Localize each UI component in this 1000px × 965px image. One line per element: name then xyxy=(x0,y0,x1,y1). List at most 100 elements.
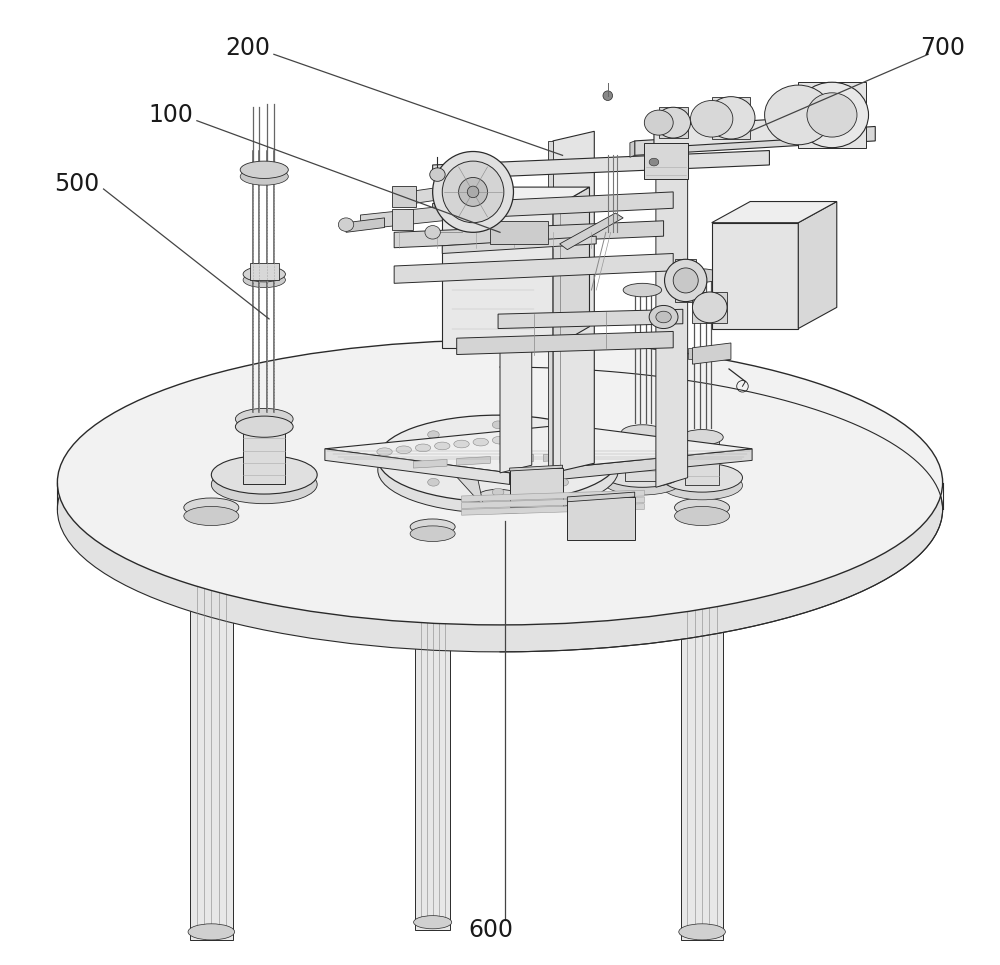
Ellipse shape xyxy=(656,107,691,138)
Polygon shape xyxy=(433,151,769,179)
Ellipse shape xyxy=(602,458,683,487)
Polygon shape xyxy=(635,126,875,155)
Ellipse shape xyxy=(467,186,479,198)
Ellipse shape xyxy=(795,82,869,148)
Text: 600: 600 xyxy=(468,918,513,942)
Ellipse shape xyxy=(621,425,664,440)
Bar xyxy=(392,186,416,207)
Polygon shape xyxy=(442,236,596,254)
Bar xyxy=(675,260,696,302)
Ellipse shape xyxy=(410,519,455,535)
Polygon shape xyxy=(433,192,673,220)
Ellipse shape xyxy=(492,436,508,444)
Ellipse shape xyxy=(430,168,445,181)
Ellipse shape xyxy=(473,438,488,446)
Ellipse shape xyxy=(683,269,721,283)
Ellipse shape xyxy=(649,158,659,166)
Ellipse shape xyxy=(649,306,678,328)
Ellipse shape xyxy=(188,924,235,940)
Ellipse shape xyxy=(807,93,857,137)
Ellipse shape xyxy=(602,466,683,495)
Bar xyxy=(681,508,723,940)
Polygon shape xyxy=(457,331,673,354)
Polygon shape xyxy=(442,187,589,208)
Text: 200: 200 xyxy=(225,36,270,60)
Ellipse shape xyxy=(673,268,698,293)
Polygon shape xyxy=(413,459,447,468)
Ellipse shape xyxy=(240,168,288,185)
Ellipse shape xyxy=(184,498,239,517)
Polygon shape xyxy=(688,347,692,359)
Ellipse shape xyxy=(377,448,392,455)
Ellipse shape xyxy=(435,442,450,450)
Ellipse shape xyxy=(442,161,504,223)
Polygon shape xyxy=(553,131,594,473)
Polygon shape xyxy=(510,449,752,484)
Ellipse shape xyxy=(396,446,411,454)
Polygon shape xyxy=(548,141,553,473)
Ellipse shape xyxy=(433,152,513,233)
Text: 500: 500 xyxy=(54,172,99,196)
Ellipse shape xyxy=(662,471,742,500)
Polygon shape xyxy=(462,490,644,502)
Bar xyxy=(510,468,563,507)
Polygon shape xyxy=(567,492,635,502)
Ellipse shape xyxy=(57,367,943,651)
Ellipse shape xyxy=(623,284,662,297)
Bar xyxy=(625,432,660,481)
Bar xyxy=(190,508,233,940)
Polygon shape xyxy=(498,310,683,328)
Ellipse shape xyxy=(765,85,832,145)
Bar xyxy=(477,458,519,497)
Polygon shape xyxy=(630,141,635,157)
Ellipse shape xyxy=(675,498,730,517)
Polygon shape xyxy=(325,425,752,473)
Ellipse shape xyxy=(410,526,455,541)
Ellipse shape xyxy=(477,489,519,505)
Bar xyxy=(490,221,548,244)
Bar xyxy=(567,497,635,540)
Bar xyxy=(392,209,413,231)
Polygon shape xyxy=(394,186,447,207)
Polygon shape xyxy=(394,254,673,284)
Ellipse shape xyxy=(692,292,727,322)
Polygon shape xyxy=(346,218,385,233)
Ellipse shape xyxy=(425,226,440,239)
Polygon shape xyxy=(692,343,731,364)
Ellipse shape xyxy=(57,340,943,625)
Bar xyxy=(798,82,866,148)
Ellipse shape xyxy=(644,110,673,135)
Polygon shape xyxy=(455,475,484,507)
Polygon shape xyxy=(325,449,510,484)
Ellipse shape xyxy=(479,452,517,465)
Ellipse shape xyxy=(414,916,452,929)
Polygon shape xyxy=(712,202,837,223)
Ellipse shape xyxy=(428,430,439,438)
Ellipse shape xyxy=(665,260,707,302)
Ellipse shape xyxy=(454,440,469,448)
Polygon shape xyxy=(462,504,644,515)
Text: 700: 700 xyxy=(920,36,965,60)
Ellipse shape xyxy=(492,421,504,428)
Ellipse shape xyxy=(378,427,618,513)
Ellipse shape xyxy=(401,455,412,462)
Ellipse shape xyxy=(557,479,568,486)
Polygon shape xyxy=(560,213,623,250)
Bar xyxy=(712,223,798,328)
Ellipse shape xyxy=(211,465,317,504)
Bar xyxy=(659,107,688,138)
Ellipse shape xyxy=(662,463,742,492)
Ellipse shape xyxy=(681,429,723,445)
Polygon shape xyxy=(654,115,846,148)
Polygon shape xyxy=(457,456,490,465)
Polygon shape xyxy=(462,497,644,509)
Bar xyxy=(415,527,450,930)
Ellipse shape xyxy=(707,96,755,139)
Bar xyxy=(442,208,553,347)
Ellipse shape xyxy=(691,100,733,137)
Polygon shape xyxy=(360,207,442,230)
Bar xyxy=(644,143,688,179)
Polygon shape xyxy=(500,455,534,463)
Ellipse shape xyxy=(492,488,504,496)
Ellipse shape xyxy=(603,91,613,100)
